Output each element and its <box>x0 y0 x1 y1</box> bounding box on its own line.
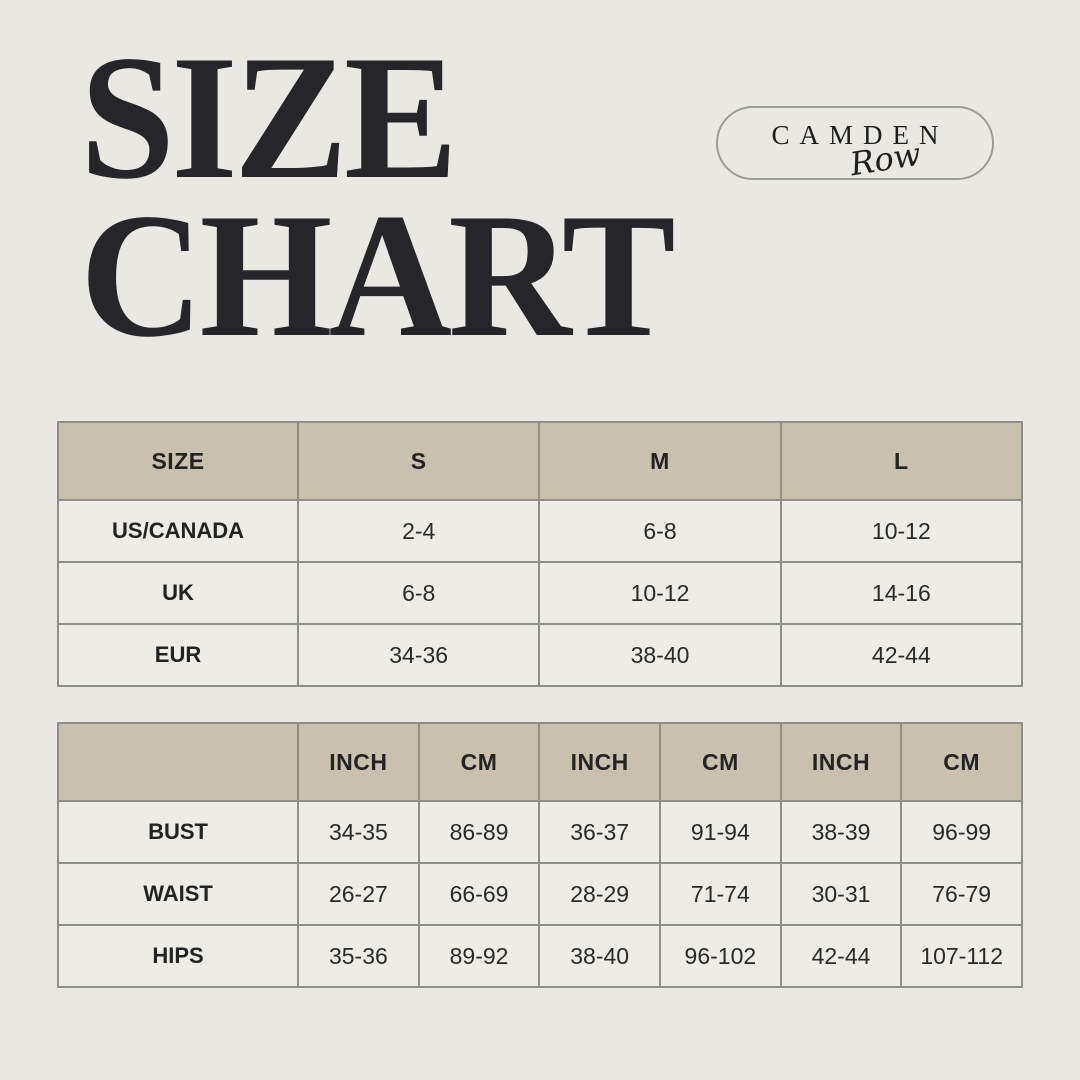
table-cell: 34-36 <box>297 623 541 687</box>
size-table-header-size: SIZE <box>56 421 300 501</box>
measurement-header-cm-m: CM <box>659 722 782 802</box>
row-label: EUR <box>56 623 300 687</box>
row-label: WAIST <box>56 862 300 926</box>
row-label: US/CANADA <box>56 499 300 563</box>
brand-logo-badge: CAMDEN Row <box>716 106 994 183</box>
table-cell: 30-31 <box>779 862 903 926</box>
title-line-1: SIZE <box>80 18 458 216</box>
measurement-header-cm-s: CM <box>417 722 541 802</box>
size-table-header-s: S <box>297 421 541 501</box>
table-cell: 42-44 <box>779 924 903 988</box>
measurement-header-inch-m: INCH <box>538 722 662 802</box>
table-cell: 14-16 <box>779 561 1024 625</box>
table-cell: 38-40 <box>538 623 782 687</box>
table-cell: 71-74 <box>659 862 782 926</box>
table-cell: 96-102 <box>659 924 782 988</box>
table-cell: 76-79 <box>900 862 1023 926</box>
table-cell: 26-27 <box>297 862 420 926</box>
table-cell: 91-94 <box>659 800 782 864</box>
table-cell: 86-89 <box>417 800 541 864</box>
body-measurement-table: INCH CM INCH CM INCH CM BUST 34-35 86-89… <box>56 722 1023 988</box>
brand-name: CAMDEN <box>771 120 949 150</box>
measurement-header-inch-l: INCH <box>779 722 903 802</box>
page-title: SIZE CHART <box>80 18 697 374</box>
table-cell: 28-29 <box>538 862 662 926</box>
row-label: HIPS <box>56 924 300 988</box>
measurement-header-inch-s: INCH <box>297 722 420 802</box>
table-cell: 38-40 <box>538 924 662 988</box>
row-label: UK <box>56 561 300 625</box>
table-cell: 36-37 <box>538 800 662 864</box>
size-table-header-row: SIZE S M L <box>56 421 1024 501</box>
table-cell: 42-44 <box>779 623 1024 687</box>
table-cell: 107-112 <box>900 924 1023 988</box>
table-row-us-canada: US/CANADA 2-4 6-8 10-12 <box>56 499 1024 563</box>
table-cell: 34-35 <box>297 800 420 864</box>
table-cell: 38-39 <box>779 800 903 864</box>
table-row-eur: EUR 34-36 38-40 42-44 <box>56 623 1024 687</box>
size-table-header-m: M <box>538 421 782 501</box>
row-label: BUST <box>56 800 300 864</box>
table-cell: 35-36 <box>297 924 420 988</box>
table-cell: 66-69 <box>417 862 541 926</box>
measurement-header-blank <box>56 722 300 802</box>
measurement-header-cm-l: CM <box>900 722 1023 802</box>
table-row-uk: UK 6-8 10-12 14-16 <box>56 561 1024 625</box>
table-row-waist: WAIST 26-27 66-69 28-29 71-74 30-31 76-7… <box>56 862 1023 926</box>
table-row-hips: HIPS 35-36 89-92 38-40 96-102 42-44 107-… <box>56 924 1023 988</box>
table-cell: 10-12 <box>779 499 1024 563</box>
size-table-header-l: L <box>779 421 1024 501</box>
international-size-table: SIZE S M L US/CANADA 2-4 6-8 10-12 UK 6-… <box>56 421 1024 687</box>
table-cell: 96-99 <box>900 800 1023 864</box>
table-cell: 2-4 <box>297 499 541 563</box>
table-cell: 6-8 <box>297 561 541 625</box>
table-cell: 6-8 <box>538 499 782 563</box>
table-cell: 10-12 <box>538 561 782 625</box>
table-cell: 89-92 <box>417 924 541 988</box>
measurement-table-header-row: INCH CM INCH CM INCH CM <box>56 722 1023 802</box>
title-line-2: CHART <box>80 176 676 374</box>
table-row-bust: BUST 34-35 86-89 36-37 91-94 38-39 96-99 <box>56 800 1023 864</box>
